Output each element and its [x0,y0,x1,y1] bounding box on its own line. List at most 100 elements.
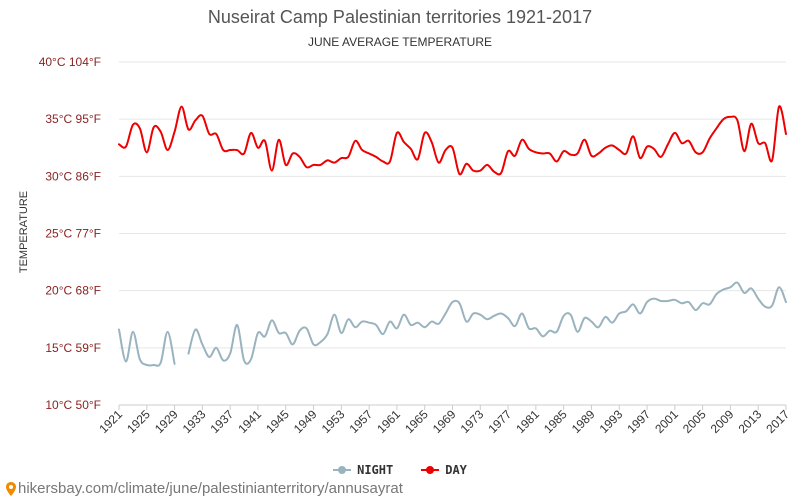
series-night-point[interactable] [749,286,753,290]
series-day-point[interactable] [617,148,621,152]
series-day-point[interactable] [332,160,336,164]
series-day-point[interactable] [381,159,385,163]
series-day-point[interactable] [763,141,767,145]
series-day-point[interactable] [353,139,357,143]
series-night-point[interactable] [346,317,350,321]
series-day-point[interactable] [409,147,413,151]
series-day-point[interactable] [214,132,218,136]
series-night-point[interactable] [284,331,288,335]
series-day-point[interactable] [742,149,746,153]
series-day-point[interactable] [735,118,739,122]
series-day-point[interactable] [541,151,545,155]
series-day-point[interactable] [784,132,788,136]
series-night-point[interactable] [145,363,149,367]
series-day-point[interactable] [402,140,406,144]
series-night-point[interactable] [214,346,218,350]
series-day-point[interactable] [221,148,225,152]
series-night-point[interactable] [687,300,691,304]
series-day-point[interactable] [548,151,552,155]
series-day-point[interactable] [596,151,600,155]
series-night-point[interactable] [714,292,718,296]
series-night-point[interactable] [235,323,239,327]
series-day-point[interactable] [499,171,503,175]
series-night-point[interactable] [721,287,725,291]
series-day-point[interactable] [659,155,663,159]
series-day-point[interactable] [207,132,211,136]
series-night-point[interactable] [249,357,253,361]
series-night-point[interactable] [492,314,496,318]
series-night-point[interactable] [374,323,378,327]
series-night-point[interactable] [763,304,767,308]
series-night-point[interactable] [152,363,156,367]
series-night-point[interactable] [610,320,614,324]
series-night-point[interactable] [707,302,711,306]
series-night-point[interactable] [124,359,128,363]
series-night-point[interactable] [165,330,169,334]
series-night-point[interactable] [770,303,774,307]
series-day-point[interactable] [165,148,169,152]
series-night-point[interactable] [138,357,142,361]
series-day-point[interactable] [575,151,579,155]
series-day-point[interactable] [235,148,239,152]
series-night-point[interactable] [450,300,454,304]
series-night-point[interactable] [186,351,190,355]
series-day-point[interactable] [256,146,260,150]
series-night-point[interactable] [423,325,427,329]
series-night-point[interactable] [332,312,336,316]
series-night-point[interactable] [624,309,628,313]
series-night-point[interactable] [318,340,322,344]
source-link[interactable]: hikersbay.com/climate/june/palestiniante… [6,480,403,497]
series-day-point[interactable] [423,131,427,135]
series-night-point[interactable] [221,358,225,362]
series-night-point[interactable] [172,362,176,366]
series-night-point[interactable] [603,315,607,319]
series-day-point[interactable] [770,158,774,162]
series-day-point[interactable] [638,156,642,160]
series-night-point[interactable] [325,332,329,336]
series-day-point[interactable] [172,130,176,134]
series-night-point[interactable] [339,331,343,335]
series-night-point[interactable] [409,323,413,327]
series-night-point[interactable] [527,326,531,330]
series-night-point[interactable] [443,311,447,315]
series-night-point[interactable] [589,319,593,323]
series-day-point[interactable] [721,117,725,121]
series-night-point[interactable] [436,322,440,326]
series-day-point[interactable] [652,147,656,151]
series-night-point[interactable] [485,317,489,321]
series-night-point[interactable] [297,328,301,332]
series-day-point[interactable] [777,104,781,108]
series-day-point[interactable] [555,159,559,163]
series-day-point[interactable] [284,163,288,167]
series-day-point[interactable] [756,141,760,145]
series-night-point[interactable] [499,311,503,315]
series-night-point[interactable] [784,300,788,304]
series-day-point[interactable] [693,150,697,154]
series-night-point[interactable] [534,326,538,330]
series-day-point[interactable] [186,127,190,131]
series-night-point[interactable] [471,311,475,315]
series-day-point[interactable] [388,159,392,163]
series-day-point[interactable] [534,150,538,154]
series-night-point[interactable] [561,314,565,318]
series-night-point[interactable] [193,327,197,331]
series-day-point[interactable] [624,151,628,155]
series-night-point[interactable] [631,302,635,306]
series-night-point[interactable] [311,342,315,346]
series-day-point[interactable] [471,168,475,172]
series-day-point[interactable] [492,170,496,174]
series-day-point[interactable] [429,140,433,144]
series-day-point[interactable] [304,165,308,169]
series-day-point[interactable] [193,118,197,122]
series-day-point[interactable] [610,143,614,147]
series-night-point[interactable] [304,326,308,330]
series-night-point[interactable] [242,358,246,362]
series-night-point[interactable] [680,301,684,305]
series-night-point[interactable] [617,311,621,315]
series-day-point[interactable] [443,148,447,152]
series-day-point[interactable] [374,155,378,159]
series-night-point[interactable] [568,312,572,316]
series-night-point[interactable] [693,308,697,312]
series-day-point[interactable] [367,151,371,155]
series-day-point[interactable] [311,163,315,167]
